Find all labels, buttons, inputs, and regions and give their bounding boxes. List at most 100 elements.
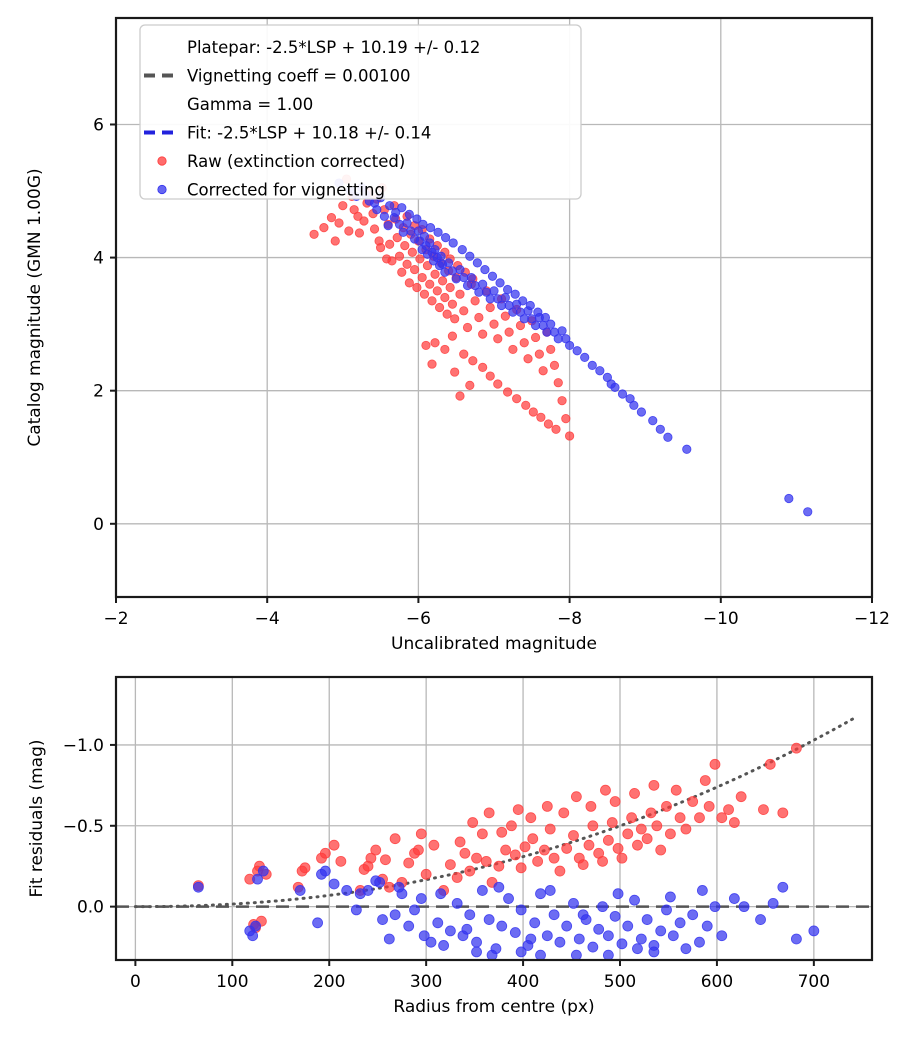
data-point xyxy=(612,888,624,900)
data-point xyxy=(447,266,458,276)
legend-entry[interactable]: Raw (extinction corrected) xyxy=(157,152,405,171)
data-point xyxy=(441,233,451,243)
data-point xyxy=(709,901,721,913)
data-point xyxy=(568,830,579,841)
data-point xyxy=(385,239,395,249)
data-point xyxy=(554,865,566,877)
data-point xyxy=(430,245,440,255)
data-point xyxy=(663,432,673,442)
data-point xyxy=(570,791,582,803)
data-point xyxy=(334,218,344,228)
data-point xyxy=(192,881,204,893)
data-point xyxy=(493,881,505,893)
data-point xyxy=(538,366,548,376)
data-point xyxy=(808,925,820,937)
data-point xyxy=(803,507,813,517)
data-point xyxy=(451,872,463,883)
data-point xyxy=(447,299,458,309)
data-point xyxy=(532,855,544,867)
data-point xyxy=(433,227,443,237)
data-point xyxy=(467,817,479,828)
data-point xyxy=(602,930,614,942)
data-point xyxy=(573,933,585,945)
x-tick-label: −12 xyxy=(854,609,890,629)
data-point xyxy=(602,949,614,960)
data-point xyxy=(496,826,508,838)
data-point xyxy=(564,431,575,441)
legend-entry[interactable]: Gamma = 1.00 xyxy=(187,95,313,114)
data-point xyxy=(455,391,465,401)
data-point xyxy=(791,933,802,945)
data-point xyxy=(587,941,599,953)
data-point xyxy=(434,302,445,313)
data-point xyxy=(309,229,319,239)
data-point xyxy=(375,243,386,253)
legend-dot-icon xyxy=(157,184,167,195)
data-point xyxy=(716,812,728,824)
legend-label: Vignetting coeff = 0.00100 xyxy=(187,67,411,86)
data-point xyxy=(252,873,263,885)
data-point xyxy=(738,901,750,913)
legend-entry[interactable]: Fit: -2.5*LSP + 10.18 +/- 0.14 xyxy=(144,124,431,143)
data-point xyxy=(476,885,488,896)
data-point xyxy=(500,844,512,856)
data-point xyxy=(257,865,269,877)
x-tick-label: −8 xyxy=(557,609,582,629)
legend-entry[interactable]: Vignetting coeff = 0.00100 xyxy=(144,67,411,86)
data-point xyxy=(413,226,423,236)
data-point xyxy=(354,228,365,238)
data-point xyxy=(374,876,386,888)
data-point xyxy=(553,378,563,388)
legend-entry[interactable]: Corrected for vignetting xyxy=(157,181,385,200)
legend-entry[interactable]: Platepar: -2.5*LSP + 10.19 +/- 0.12 xyxy=(187,38,480,57)
data-point xyxy=(359,216,369,226)
data-point xyxy=(432,917,444,929)
data-point xyxy=(622,920,634,932)
data-point xyxy=(294,885,306,896)
data-point xyxy=(521,400,531,410)
data-point xyxy=(595,366,605,376)
data-point xyxy=(247,930,259,942)
data-point xyxy=(478,362,488,372)
data-point xyxy=(404,209,414,219)
data-point xyxy=(535,949,546,960)
data-point xyxy=(617,389,628,399)
plot-area-fit-residuals xyxy=(116,717,872,960)
data-point xyxy=(612,843,624,854)
x-axis-label: Uncalibrated magnitude xyxy=(391,634,597,654)
data-point xyxy=(622,828,634,840)
data-point xyxy=(427,296,437,306)
data-point xyxy=(508,307,518,317)
data-point xyxy=(402,218,412,228)
data-point xyxy=(525,300,535,311)
data-point xyxy=(548,909,560,921)
data-point xyxy=(728,893,740,904)
data-point xyxy=(580,352,590,363)
data-point xyxy=(564,340,575,351)
data-point xyxy=(682,444,692,454)
data-point xyxy=(651,820,663,832)
data-point xyxy=(459,349,469,359)
data-point xyxy=(474,312,484,323)
data-point xyxy=(392,233,402,243)
data-point xyxy=(471,936,482,948)
data-point xyxy=(397,203,407,213)
data-point xyxy=(470,296,480,306)
data-point xyxy=(609,796,621,807)
data-point xyxy=(504,327,514,337)
data-point xyxy=(645,807,657,819)
panel-photometric-calibration: −2 −4 −6 −8 −10 −12 0 2 4 6 Uncalibrated magnitude… xyxy=(25,16,890,654)
data-point xyxy=(553,334,563,344)
data-point xyxy=(455,289,465,299)
data-point xyxy=(468,356,478,366)
data-point xyxy=(404,278,414,288)
data-point xyxy=(319,847,331,859)
data-point xyxy=(512,394,522,404)
data-point xyxy=(485,371,495,381)
data-point xyxy=(791,742,802,754)
legend: Platepar: -2.5*LSP + 10.19 +/- 0.12 Vigne… xyxy=(139,24,582,200)
data-point xyxy=(319,223,329,233)
data-point xyxy=(561,920,573,932)
